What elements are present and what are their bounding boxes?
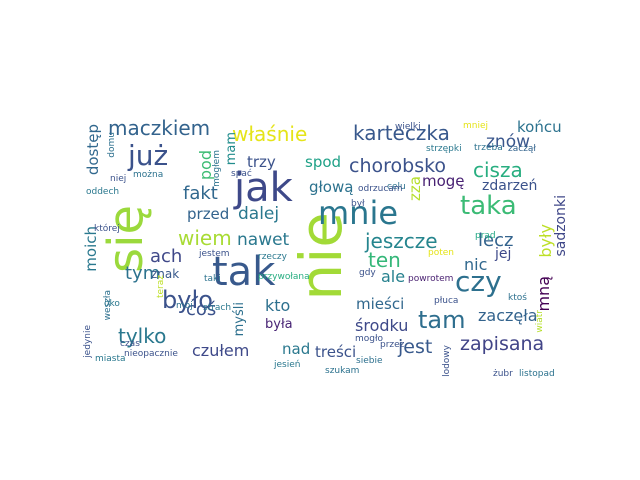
word-mniej: mniej [463,121,489,131]
word-znak: znak [151,267,180,281]
word-cloud: się nie jak tak mnie taka czy już było t… [80,115,569,379]
word-zapisana: zapisana [460,333,545,355]
word-weszla: weszła [103,290,113,321]
word-chorobsko: chorobsko [349,155,447,177]
word-znow: znów [486,132,531,152]
word-byly: były [536,224,555,258]
word-listopad: listopad [519,369,555,379]
word-mozna: można [133,170,164,180]
word-przez: przez [380,340,405,350]
word-zubr: żubr [493,369,513,379]
word-glowa: głową [309,178,354,196]
word-mnie: mnie [318,194,399,232]
word-czulem: czułem [192,341,250,360]
word-strzepki: strzępki [426,144,462,154]
word-bylo: było [162,286,213,314]
word-szukam: szukam [325,366,360,376]
word-srodku: środku [355,316,409,335]
word-jak: jak [234,165,293,211]
word-wlasnie: właśnie [232,122,308,146]
word-jestem: jestem [199,249,230,259]
word-moge: mogę [422,172,465,190]
word-prad: prąd [475,231,496,241]
word-celu: celu [387,182,406,192]
word-tylko: tylko [118,324,167,348]
word-strach: strach [203,303,232,313]
word-odrzucam: odrzucam [358,184,403,194]
word-zdarzen: zdarzeń [482,178,538,194]
word-powrotem: powrotem [408,274,454,284]
word-moglem: mogłem [212,150,222,187]
word-sadzonki: sadzonki [553,195,569,257]
word-lecz: lecz [478,230,514,251]
word-byla: była [265,317,293,332]
word-przywolana: przywołana [258,272,310,282]
word-nieopacznie: nieopacznie [124,349,178,359]
word-ale: ale [381,267,406,286]
word-ach: ach [150,246,183,267]
word-dalej: dalej [238,204,280,224]
word-oko: oko [104,299,120,309]
word-cos: coś [186,299,217,320]
word-tak: tak [212,249,276,295]
word-trzeba: trzeba [474,143,503,153]
word-jesien: jesień [274,360,301,370]
word-jeszcze: jeszcze [365,229,438,253]
word-wielki: wielki [395,122,421,132]
word-gdy: gdy [359,268,376,278]
word-fakt: fakt [183,183,218,204]
word-zaczela: zaczęła [478,306,538,325]
word-wiatr: wiatr [535,310,545,333]
word-tam: tam [418,306,466,334]
word-czy: czy [455,265,502,298]
word-ktos: ktoś [508,293,527,303]
word-juz: już [128,139,169,172]
word-pluca: płuca [434,296,459,306]
word-taka: taka [460,191,517,221]
word-maczkiem: maczkiem [108,116,211,140]
word-tym: tym [125,263,161,284]
word-karteczka: karteczka [353,121,450,145]
word-oddech: oddech [86,187,120,197]
word-zaczal: zaczął [508,144,536,154]
word-spod: spod [305,153,342,171]
word-rzeczy: rzeczy [258,252,287,262]
word-tresci: treści [315,343,357,361]
word-przed: przed [187,205,230,223]
word-miesci: mieści [356,295,405,313]
word-zza: zza [406,176,424,201]
word-cisza: cisza [473,158,523,182]
word-lodowy: lodowy [442,345,452,377]
word-nic: nic [464,255,488,274]
word-mysli: myśli [232,302,247,337]
word-moj: mój [176,301,193,311]
word-ten: ten [368,248,401,272]
word-teraz: teraz [156,275,166,299]
word-wiem: wiem [178,226,232,250]
word-ktorej: której [94,224,120,234]
word-jej: jej [495,246,512,262]
word-poten: poten [428,248,454,258]
word-taki: taki [204,274,221,284]
word-koncu: końcu [517,118,562,136]
word-miasta: miasta [95,354,126,364]
word-jedynie: jedynie [83,325,93,358]
word-mam: mam [224,132,239,166]
word-moglo: mogło [355,334,384,344]
word-spac: spać [231,169,252,179]
word-dostep: dostęp [84,124,102,176]
word-siebie: siebie [356,356,383,366]
word-niej: niej [110,174,127,184]
word-kto: kto [265,296,291,315]
word-domu: domu [107,132,117,158]
word-nawet: nawet [237,230,290,250]
word-byl: był [351,199,365,209]
word-trzy: trzy [247,153,276,171]
word-mna: mną [534,276,553,312]
word-jest: jest [398,336,433,358]
word-nad: nad [282,340,311,358]
word-czas: czas [120,339,140,349]
